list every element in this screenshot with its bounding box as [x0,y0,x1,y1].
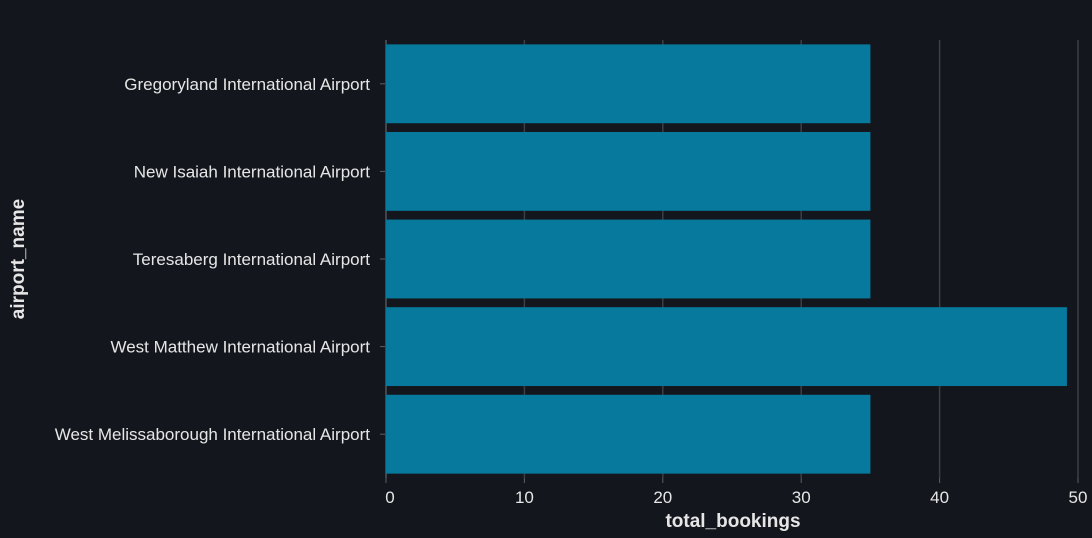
bar[interactable] [386,394,871,474]
x-axis-title: total_bookings [665,511,800,532]
y-tick-label: West Matthew International Airport [110,338,370,357]
bar[interactable] [386,44,871,124]
y-axis: Gregoryland International Airport New Isa… [55,75,385,444]
y-tick-label: Teresaberg International Airport [133,250,370,269]
y-tick-label: West Melissaborough International Airpor… [55,425,371,444]
bar[interactable] [386,219,871,299]
y-axis-title: airport_name [8,199,29,319]
x-tick-label: 10 [515,488,534,507]
x-axis: 0 10 20 30 40 50 [385,478,1087,507]
bars-layer [386,44,1067,474]
bar[interactable] [386,131,871,211]
x-tick-label: 40 [930,488,949,507]
x-tick-label: 20 [653,488,672,507]
x-tick-label: 50 [1069,488,1088,507]
y-tick-label: New Isaiah International Airport [134,162,371,181]
y-tick-label: Gregoryland International Airport [124,75,370,94]
x-tick-label: 30 [792,488,811,507]
x-tick-label: 0 [385,488,394,507]
bar[interactable] [386,307,1067,387]
